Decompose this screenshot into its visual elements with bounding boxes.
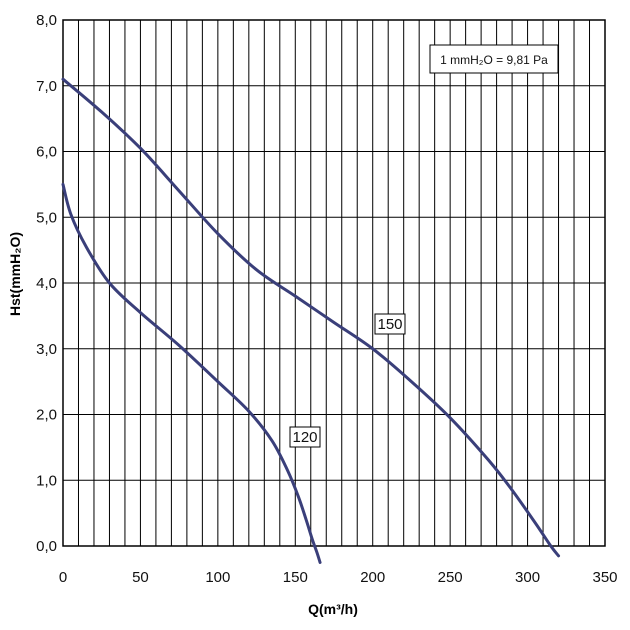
series-label-box-120 (289, 426, 321, 448)
x-tick-label: 300 (515, 569, 540, 586)
x-tick-label: 350 (592, 569, 617, 586)
series-lines (61, 77, 561, 564)
x-tick-labels: 0 50 100 150 200 250 300 350 (59, 569, 618, 586)
x-tick-label: 0 (59, 569, 67, 586)
series-label-150: 150 (377, 316, 402, 333)
x-tick-label: 100 (205, 569, 230, 586)
y-tick-label: 7,0 (36, 78, 57, 95)
series-label-box-150 (374, 313, 406, 335)
y-tick-label: 3,0 (36, 341, 57, 358)
x-axis-title: Q(m³/h) (308, 601, 358, 617)
y-tick-label: 1,0 (36, 472, 57, 489)
series-label-120: 120 (292, 429, 317, 446)
x-tick-label: 50 (132, 569, 149, 586)
y-tick-labels: 0,0 1,0 2,0 3,0 4,0 5,0 6,0 7,0 8,0 (36, 12, 57, 555)
y-tick-label: 0,0 (36, 538, 57, 555)
unit-note: 1 mmH₂O = 9,81 Pa (440, 53, 548, 67)
series-labels: 120 150 (289, 313, 406, 448)
y-tick-label: 4,0 (36, 275, 57, 292)
series-line-120 (61, 182, 322, 564)
x-tick-label: 200 (360, 569, 385, 586)
plot-frame (62, 19, 606, 547)
y-tick-label: 2,0 (36, 407, 57, 424)
x-tick-label: 250 (438, 569, 463, 586)
y-tick-label: 5,0 (36, 209, 57, 226)
y-tick-label: 6,0 (36, 144, 57, 161)
series-line-150 (61, 77, 561, 558)
unit-note-box: 1 mmH₂O = 9,81 Pa (429, 44, 559, 74)
y-tick-label: 8,0 (36, 12, 57, 29)
grid-lines (63, 20, 605, 546)
y-axis-title: Hst(mmH₂O) (7, 232, 23, 316)
x-tick-label: 150 (283, 569, 308, 586)
